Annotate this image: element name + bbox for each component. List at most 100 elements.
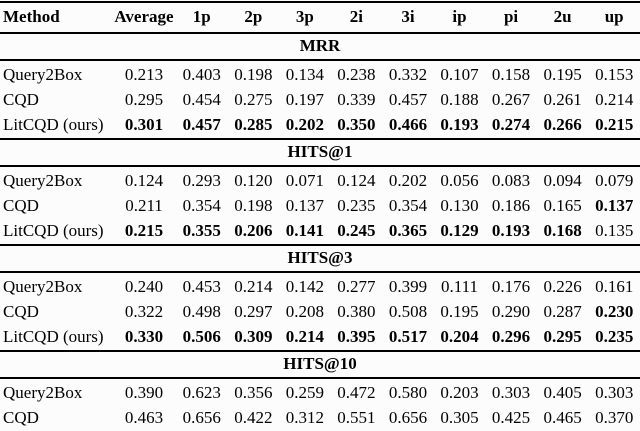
value-cell: 0.517 (388, 327, 428, 346)
value-cell: 0.137 (595, 196, 634, 215)
value-cell: 0.204 (440, 327, 479, 346)
column-header-3p: 3p (279, 2, 331, 34)
section-row: HITS@3 (0, 244, 640, 273)
table-row: Query2Box 0.390 0.623 0.356 0.259 0.472 0.580 0… (0, 378, 640, 406)
value-cell: 0.235 (595, 327, 634, 346)
value-cell: 0.161 (595, 277, 634, 296)
value-cell: 0.134 (285, 65, 324, 84)
value-cell: 0.580 (388, 383, 428, 402)
value-cell: 0.141 (285, 221, 324, 240)
value-cell: 0.322 (124, 302, 164, 321)
value-cell: 0.071 (285, 171, 324, 190)
section-row: HITS@10 (0, 350, 640, 379)
value-cell: 0.168 (543, 221, 582, 240)
value-cell: 0.202 (285, 115, 324, 134)
value-cell: 0.290 (491, 302, 531, 321)
value-cell: 0.354 (388, 196, 428, 215)
value-cell: 0.142 (285, 277, 324, 296)
value-cell: 0.094 (543, 171, 582, 190)
value-cell: 0.296 (491, 327, 531, 346)
column-header-2p: 2p (227, 2, 280, 34)
value-cell: 0.498 (182, 302, 221, 321)
value-cell: 0.656 (388, 408, 428, 427)
column-header-ip: ip (433, 2, 486, 34)
value-cell: 0.259 (285, 383, 324, 402)
value-cell: 0.213 (124, 65, 164, 84)
value-cell: 0.305 (440, 408, 479, 427)
method-cell: CQD (3, 196, 39, 215)
value-cell: 0.230 (595, 302, 634, 321)
value-cell: 0.399 (388, 277, 428, 296)
value-cell: 0.130 (440, 196, 479, 215)
value-cell: 0.202 (388, 171, 428, 190)
table-row: Query2Box 0.213 0.403 0.198 0.134 0.238 0.332 0… (0, 60, 640, 88)
value-cell: 0.261 (543, 90, 582, 109)
value-cell: 0.365 (388, 221, 428, 240)
value-cell: 0.274 (491, 115, 531, 134)
column-header-2i: 2i (330, 2, 383, 34)
value-cell: 0.266 (543, 115, 582, 134)
value-cell: 0.466 (388, 115, 428, 134)
value-cell: 0.208 (285, 302, 324, 321)
table-row: Query2Box 0.240 0.453 0.214 0.142 0.277 0.399 0… (0, 272, 640, 300)
value-cell: 0.186 (491, 196, 531, 215)
column-header-2u: 2u (536, 2, 589, 34)
value-cell: 0.354 (182, 196, 221, 215)
value-cell: 0.395 (337, 327, 376, 346)
value-cell: 0.332 (388, 65, 428, 84)
value-cell: 0.195 (440, 302, 479, 321)
value-cell: 0.425 (491, 408, 531, 427)
method-cell: LitCQD (ours) (3, 221, 104, 240)
section-row: HITS@1 (0, 138, 640, 167)
value-cell: 0.390 (124, 383, 164, 402)
section-title: HITS@3 (0, 244, 640, 273)
value-cell: 0.238 (337, 65, 376, 84)
column-header-pi: pi (485, 2, 537, 34)
method-cell: CQD (3, 408, 39, 427)
section-title: HITS@10 (0, 350, 640, 379)
value-cell: 0.153 (595, 65, 634, 84)
value-cell: 0.380 (337, 302, 376, 321)
value-cell: 0.111 (441, 277, 478, 296)
value-cell: 0.551 (337, 408, 376, 427)
value-cell: 0.293 (182, 171, 221, 190)
value-cell: 0.506 (182, 327, 221, 346)
table-row: Query2Box 0.124 0.293 0.120 0.071 0.124 0.202 0… (0, 166, 640, 194)
value-cell: 0.403 (182, 65, 221, 84)
value-cell: 0.285 (234, 115, 273, 134)
column-header-up: up (588, 2, 640, 34)
value-cell: 0.355 (182, 221, 221, 240)
value-cell: 0.124 (124, 171, 164, 190)
value-cell: 0.656 (182, 408, 221, 427)
value-cell: 0.303 (595, 383, 634, 402)
value-cell: 0.457 (182, 115, 221, 134)
method-cell: CQD (3, 90, 39, 109)
table-row: CQD 0.322 0.498 0.297 0.208 0.380 0.508 0.195 0.… (0, 300, 640, 325)
value-cell: 0.107 (440, 65, 479, 84)
value-cell: 0.188 (440, 90, 479, 109)
value-cell: 0.079 (595, 171, 634, 190)
value-cell: 0.129 (440, 221, 479, 240)
value-cell: 0.195 (543, 65, 582, 84)
value-cell: 0.193 (440, 115, 479, 134)
value-cell: 0.056 (440, 171, 479, 190)
value-cell: 0.303 (491, 383, 531, 402)
value-cell: 0.370 (595, 408, 634, 427)
section-row: MRR (0, 32, 640, 61)
value-cell: 0.453 (182, 277, 221, 296)
section-title: HITS@1 (0, 138, 640, 167)
value-cell: 0.350 (337, 115, 376, 134)
value-cell: 0.197 (285, 90, 324, 109)
value-cell: 0.472 (337, 383, 376, 402)
value-cell: 0.214 (285, 327, 324, 346)
value-cell: 0.211 (125, 196, 163, 215)
column-header-1p: 1p (176, 2, 228, 34)
value-cell: 0.330 (124, 327, 164, 346)
value-cell: 0.297 (234, 302, 273, 321)
value-cell: 0.309 (234, 327, 273, 346)
value-cell: 0.275 (234, 90, 273, 109)
column-header-average: Average (112, 2, 176, 34)
table-row: LitCQD (ours) 0.301 0.457 0.285 0.202 0.350 0.… (0, 113, 640, 139)
value-cell: 0.405 (543, 383, 582, 402)
method-cell: LitCQD (ours) (3, 115, 104, 134)
